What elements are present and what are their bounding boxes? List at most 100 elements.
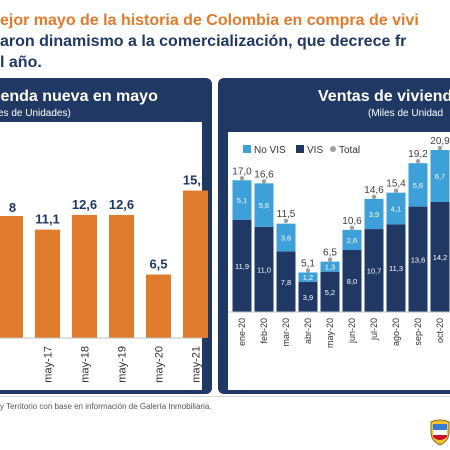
data-label-total: 20,9 [430, 136, 450, 147]
x-tick-label: may-21 [191, 346, 203, 383]
data-label-total: 5,1 [301, 258, 315, 269]
data-label: 15,1 [183, 173, 208, 188]
bar-vis-jun-20 [342, 250, 362, 312]
total-marker [393, 188, 399, 193]
data-label-vis: 8,0 [347, 277, 357, 286]
x-tick-label: abr-20 [303, 318, 313, 344]
data-label-no-vis: 1,2 [303, 273, 313, 282]
total-marker [371, 194, 377, 200]
total-marker [415, 159, 421, 164]
bar-vis-may-20 [320, 271, 340, 312]
panel-may-sales: ienda nueva en mayo es de Unidades) 8 11,… [0, 78, 212, 394]
legend-label-no-vis: No VIS [254, 145, 286, 156]
bar-no-vis-jul-20 [364, 198, 384, 230]
data-label-vis: 11,0 [257, 265, 271, 274]
data-label-total: 15,4 [386, 179, 406, 190]
bar-no-vis-jun-20 [342, 229, 362, 250]
chart-title-monthly-sales: Ventas de viviend [318, 88, 450, 105]
x-tick-label: sep-20 [413, 318, 423, 346]
data-label-no-vis: 5,6 [259, 201, 269, 210]
source-note: y Territorio con base en información de … [0, 402, 212, 411]
data-label-no-vis: 1,3 [325, 263, 335, 272]
chart-subtitle-monthly-sales: (Miles de Unidad [368, 108, 444, 119]
data-label-total: 19,2 [408, 149, 428, 160]
legend-swatch-vis [296, 145, 304, 153]
data-label-vis: 5,2 [325, 288, 335, 297]
x-tick-label: may-18 [80, 346, 92, 383]
x-tick-label: mar-20 [281, 318, 291, 347]
bar-vis-mar-20 [276, 251, 296, 312]
bar-may-20 [146, 274, 171, 338]
data-label-no-vis: 6,7 [435, 172, 445, 181]
headline-line-2: aron dinamismo a la comercialización, qu… [0, 33, 407, 50]
x-tick-label: feb-20 [259, 318, 269, 344]
data-label-vis: 11,9 [235, 262, 249, 271]
data-label-total: 16,6 [254, 169, 274, 180]
bar-may-21 [183, 190, 208, 338]
bar-may-19 [109, 214, 134, 338]
data-label-total: 11,5 [277, 209, 296, 220]
x-tick-label: may-20 [154, 346, 166, 383]
colombia-coat-of-arms-icon [430, 419, 450, 446]
footer-divider [0, 396, 450, 397]
stacked-bar-chart-monthly-sales: No VIS VIS Total 11,9 5,1 17,0 ene-20 11,0 5,6 16… [228, 136, 450, 348]
data-label-total: 14,6 [364, 185, 384, 196]
bar-may-18 [72, 214, 97, 338]
data-label-vis: 7,8 [281, 278, 291, 287]
bar-vis-ene-20 [232, 219, 252, 312]
bar-vis-oct-20 [430, 201, 450, 312]
x-tick-label: may-17 [43, 346, 55, 383]
data-label-vis: 11,3 [389, 264, 403, 273]
total-marker [437, 145, 443, 151]
x-tick-label: jun-20 [347, 318, 357, 344]
x-tick-label: ene-20 [237, 318, 247, 346]
total-marker [327, 257, 333, 262]
bar-no-vis-oct-20 [430, 150, 450, 202]
legend-swatch-no-vis [243, 145, 251, 153]
x-tick-label: may-19 [117, 346, 129, 383]
bar-no-vis-sep-20 [408, 163, 428, 207]
data-label-no-vis: 2,6 [347, 236, 357, 245]
panel-monthly-sales: Ventas de viviend (Miles de Unidad No VI… [218, 78, 450, 394]
data-label: 12,6 [109, 197, 134, 212]
headline-line-1: ejor mayo de la historia de Colombia en … [0, 12, 419, 29]
total-marker [239, 176, 245, 181]
bar-chart-may-sales: 8 11,1 may-17 12,6 may-18 12,6 may-19 6,5 may-20… [0, 173, 208, 383]
bar-vis-jul-20 [364, 229, 384, 312]
data-label-total: 17,0 [232, 166, 252, 177]
x-tick-label: oct-20 [435, 318, 445, 343]
data-label-vis: 10,7 [367, 267, 382, 276]
x-tick-label: may-20 [325, 318, 335, 348]
x-tick-label: ago-20 [391, 318, 401, 346]
data-label: 8 [9, 200, 16, 215]
bar-vis-feb-20 [254, 226, 274, 312]
data-label-no-vis: 5,1 [237, 196, 247, 205]
legend-marker-total [330, 146, 336, 152]
total-marker [261, 179, 267, 184]
legend-label-total: Total [339, 145, 360, 156]
headline: ejor mayo de la historia de Colombia en … [0, 0, 450, 78]
bar-no-vis-ago-20 [386, 192, 406, 225]
x-tick-label: jul-20 [369, 318, 379, 341]
data-label-vis: 14,2 [433, 253, 448, 262]
data-label-vis: 3,9 [303, 293, 313, 302]
data-label-total: 10,6 [342, 216, 362, 227]
bar-no-vis-mar-20 [276, 223, 296, 252]
bar-partial [0, 216, 23, 338]
bar-no-vis-abr-20 [298, 272, 318, 282]
data-label-no-vis: 3,9 [369, 210, 379, 219]
data-label: 12,6 [72, 197, 97, 212]
total-marker [305, 268, 311, 273]
data-label-no-vis: 4,1 [391, 205, 401, 214]
total-marker [349, 225, 355, 231]
bar-no-vis-may-20 [320, 261, 340, 272]
data-label: 6,5 [149, 257, 167, 272]
data-label-no-vis: 3,6 [281, 234, 291, 243]
bar-no-vis-feb-20 [254, 183, 274, 227]
legend-label-vis: VIS [307, 145, 323, 156]
bar-vis-ago-20 [386, 224, 406, 312]
headline-line-3: l año. [0, 54, 42, 71]
bar-vis-sep-20 [408, 206, 428, 312]
chart-title-may-sales: ienda nueva en mayo [0, 88, 158, 105]
bar-vis-abr-20 [298, 281, 318, 312]
